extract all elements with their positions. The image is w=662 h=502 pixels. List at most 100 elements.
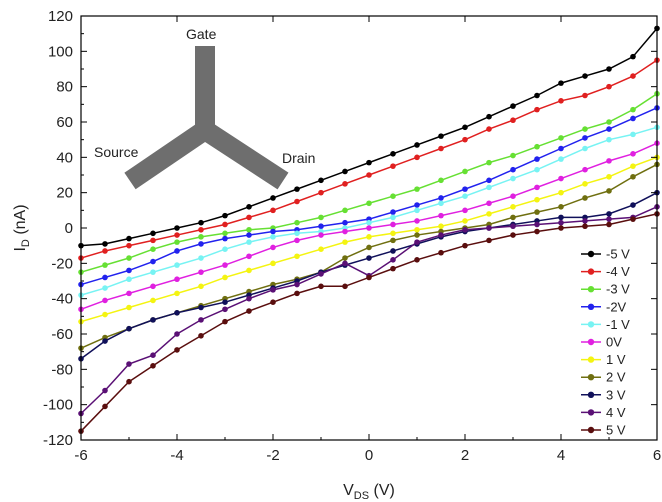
data-point <box>150 269 156 275</box>
y-tick-label: -80 <box>51 361 73 378</box>
data-point <box>198 255 204 261</box>
x-tick-label: 0 <box>365 447 373 464</box>
data-point <box>606 136 612 143</box>
data-point <box>318 189 324 196</box>
data-point <box>438 145 444 152</box>
data-point <box>534 196 540 203</box>
data-point <box>318 246 324 252</box>
data-point <box>270 228 276 235</box>
data-point <box>390 163 396 169</box>
data-point <box>606 158 612 164</box>
y-tick-label: 120 <box>48 8 73 25</box>
data-point <box>102 297 108 304</box>
legend-item: -2V <box>581 299 627 314</box>
data-point <box>246 232 252 238</box>
data-point <box>558 219 564 226</box>
x-tick-label: -4 <box>170 447 183 464</box>
data-point <box>246 253 252 260</box>
data-point <box>510 232 516 238</box>
data-point <box>198 219 204 226</box>
legend-label: 2 V <box>606 370 626 385</box>
data-point <box>534 156 540 162</box>
legend-label: -5 V <box>606 247 630 262</box>
data-point <box>486 211 492 217</box>
data-point <box>510 103 516 109</box>
data-point <box>150 297 156 304</box>
data-point <box>414 202 420 208</box>
data-point <box>558 145 564 152</box>
data-point <box>462 168 468 175</box>
data-point <box>222 221 228 228</box>
y-tick-label: -40 <box>51 291 73 308</box>
data-point <box>294 186 300 192</box>
data-point <box>222 212 228 219</box>
data-point <box>102 285 108 291</box>
legend-item: -3 V <box>581 282 630 297</box>
data-point <box>462 124 468 131</box>
data-point <box>510 175 516 182</box>
data-point <box>462 136 468 143</box>
data-point <box>558 156 564 162</box>
series-1v <box>78 154 660 325</box>
legend-item: 3 V <box>581 387 626 402</box>
data-point <box>270 207 276 214</box>
data-point <box>150 283 156 290</box>
data-point <box>438 133 444 139</box>
data-point <box>102 338 108 344</box>
data-point <box>558 98 564 104</box>
data-point <box>246 214 252 221</box>
legend-label: 0V <box>606 335 622 350</box>
data-point <box>510 214 516 221</box>
legend-swatch-marker <box>587 268 595 275</box>
data-point <box>462 226 468 233</box>
legend-label: -1 V <box>606 317 630 332</box>
legend-label: 1 V <box>606 352 626 367</box>
legend-item: -1 V <box>581 317 630 332</box>
data-point <box>342 283 348 290</box>
legend-label: -3 V <box>606 282 630 297</box>
y-tick-label: 0 <box>65 220 73 237</box>
data-point <box>318 223 324 230</box>
data-point <box>150 352 156 359</box>
legend-item: 0V <box>581 335 622 350</box>
data-point <box>582 223 588 230</box>
data-point <box>222 262 228 268</box>
data-point <box>198 226 204 233</box>
data-point <box>606 221 612 228</box>
series--3v <box>78 90 660 275</box>
legend-swatch-marker <box>587 426 595 434</box>
data-point <box>606 126 612 132</box>
data-point <box>462 186 468 192</box>
data-point <box>270 299 276 306</box>
data-point <box>630 173 636 180</box>
data-point <box>486 159 492 166</box>
x-tick-label: 6 <box>653 447 661 464</box>
data-point <box>102 262 108 268</box>
data-point <box>318 271 324 277</box>
series-5v <box>78 211 660 434</box>
data-point <box>222 299 228 306</box>
x-axis-title-unit: (V) <box>369 482 395 499</box>
data-point <box>102 241 108 247</box>
data-point <box>246 308 252 314</box>
data-point <box>342 181 348 187</box>
x-tick-label: -6 <box>74 447 87 464</box>
data-point <box>534 92 540 99</box>
data-point <box>390 265 396 272</box>
y-axis-title-main: I <box>12 247 29 251</box>
data-point <box>126 361 132 367</box>
legend-label: 5 V <box>606 423 626 438</box>
data-point <box>390 237 396 244</box>
data-point <box>174 290 180 297</box>
data-point <box>462 242 468 249</box>
y-axis-title-unit: (nA) <box>12 204 29 239</box>
data-point <box>222 318 228 325</box>
data-point <box>342 228 348 235</box>
data-point <box>438 200 444 207</box>
data-point <box>150 230 156 237</box>
data-point <box>198 332 204 339</box>
legend-label: 4 V <box>606 405 626 420</box>
data-point <box>390 257 396 263</box>
series-0v <box>78 140 660 313</box>
legend-item: 1 V <box>581 352 626 367</box>
